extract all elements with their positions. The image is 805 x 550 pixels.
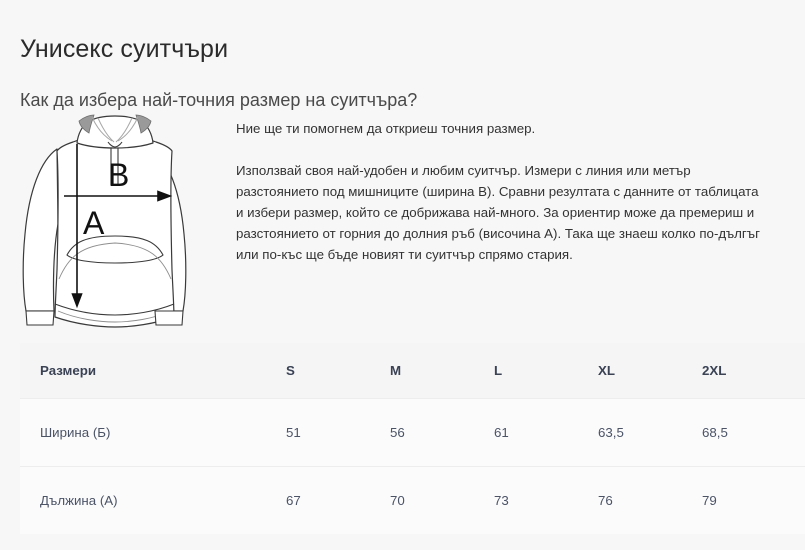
table-row: Дължина (А) 67 70 73 76 79 bbox=[20, 466, 805, 534]
copy-body: Използвай своя най-удобен и любим суитчъ… bbox=[236, 163, 760, 262]
column-header-2xl: 2XL bbox=[702, 343, 805, 399]
cell-width-m: 56 bbox=[390, 425, 405, 440]
hood-shade-left bbox=[78, 114, 95, 134]
hood-shade-right bbox=[135, 114, 152, 134]
table-row: Ширина (Б) 51 56 61 63,5 68,5 bbox=[20, 398, 805, 467]
cell-length-xl: 76 bbox=[598, 466, 702, 534]
width-label-b: B bbox=[108, 157, 129, 193]
column-header-xl: XL bbox=[598, 343, 702, 399]
height-label-a: A bbox=[83, 205, 105, 241]
row-label-width: Ширина (Б) bbox=[40, 425, 111, 440]
hoodie-diagram: B A bbox=[20, 112, 210, 338]
column-header-m: M bbox=[390, 343, 494, 399]
table-header: Размери S M L XL 2XL bbox=[20, 343, 805, 399]
pocket-outline bbox=[66, 235, 164, 264]
cell-length-l: 73 bbox=[494, 466, 598, 534]
table-header-row: Размери S M L XL 2XL bbox=[20, 343, 805, 399]
column-header-s: S bbox=[286, 343, 390, 399]
hoodie-measurement-icon: B A bbox=[22, 114, 187, 328]
cell-length-2xl: 79 bbox=[702, 466, 805, 534]
page-subtitle: Как да избера най-точния размер на суитч… bbox=[20, 89, 418, 110]
cell-length-s: 67 bbox=[286, 466, 390, 534]
size-chart-table: Размери S M L XL 2XL Ширина (Б) 51 56 61… bbox=[20, 343, 805, 534]
cell-width-2xl: 68,5 bbox=[702, 425, 728, 440]
table-body: Ширина (Б) 51 56 61 63,5 68,5 Дължина (А… bbox=[20, 398, 805, 534]
cell-width-s: 51 bbox=[286, 425, 301, 440]
column-header-l: L bbox=[494, 343, 598, 399]
cell-width-l: 61 bbox=[494, 425, 509, 440]
row-label-length: Дължина (А) bbox=[20, 466, 286, 534]
copy-lead: Ние ще ти помогнем да откриеш точния раз… bbox=[236, 121, 536, 136]
page-title: Унисекс суитчъри bbox=[20, 34, 229, 63]
size-guide-copy: Ние ще ти помогнем да откриеш точния раз… bbox=[236, 118, 764, 265]
cell-width-xl: 63,5 bbox=[598, 425, 624, 440]
cell-length-m: 70 bbox=[390, 466, 494, 534]
measure-arrows bbox=[64, 144, 173, 309]
column-header-sizes: Размери bbox=[20, 343, 286, 399]
